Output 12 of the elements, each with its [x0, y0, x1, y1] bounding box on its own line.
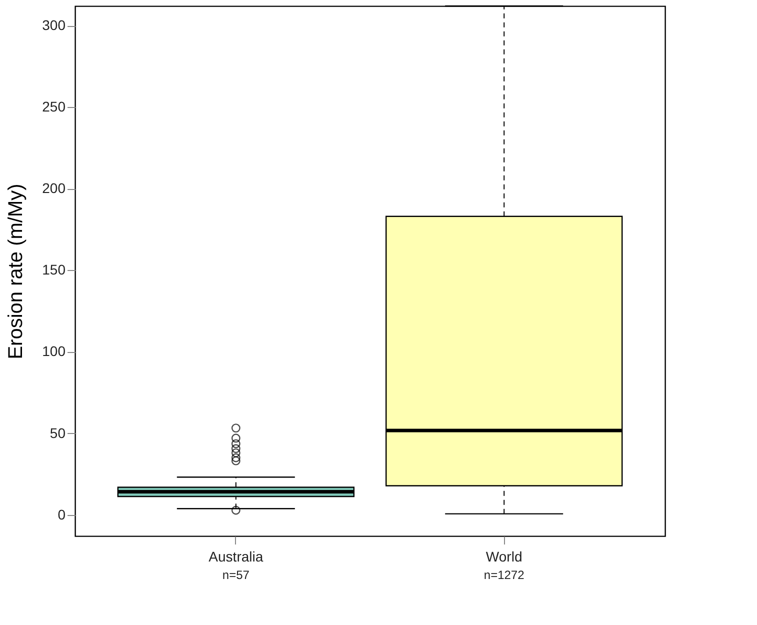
x-tick-label: Australia [208, 548, 264, 564]
text: n=57 [222, 568, 250, 582]
y-tick-label: 0 [58, 506, 66, 522]
x-tick-label: World [486, 548, 522, 564]
y-axis-title: Erosion rate (m/My) [5, 184, 28, 360]
y-tick-label: 100 [42, 343, 66, 360]
y-tick-label: 300 [42, 17, 66, 34]
y-tick-label: 200 [42, 180, 66, 196]
y-tick-label: 150 [42, 262, 66, 278]
text: n=1272 [484, 568, 525, 582]
y-tick-label: 250 [42, 98, 66, 115]
y-tick-label: 50 [50, 424, 66, 441]
